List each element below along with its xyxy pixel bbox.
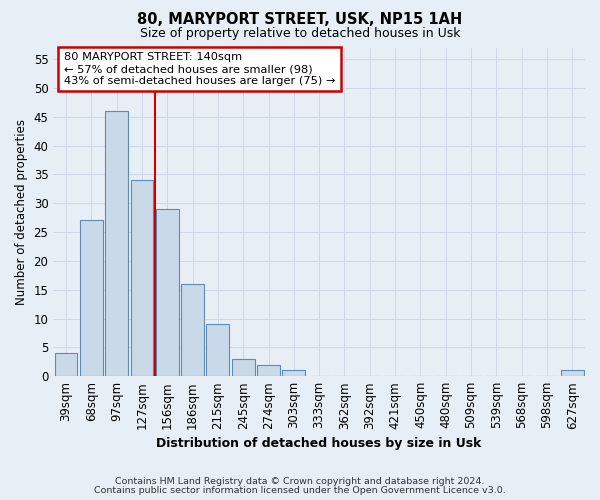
Bar [181, 284, 204, 376]
Bar [131, 180, 154, 376]
Text: Size of property relative to detached houses in Usk: Size of property relative to detached ho… [140, 28, 460, 40]
Bar [156, 209, 179, 376]
Bar [55, 353, 77, 376]
Text: Contains HM Land Registry data © Crown copyright and database right 2024.: Contains HM Land Registry data © Crown c… [115, 477, 485, 486]
Bar [283, 370, 305, 376]
Text: Contains public sector information licensed under the Open Government Licence v3: Contains public sector information licen… [94, 486, 506, 495]
Bar [80, 220, 103, 376]
Bar [232, 359, 254, 376]
Text: 80, MARYPORT STREET, USK, NP15 1AH: 80, MARYPORT STREET, USK, NP15 1AH [137, 12, 463, 28]
X-axis label: Distribution of detached houses by size in Usk: Distribution of detached houses by size … [157, 437, 482, 450]
Text: 80 MARYPORT STREET: 140sqm
← 57% of detached houses are smaller (98)
43% of semi: 80 MARYPORT STREET: 140sqm ← 57% of deta… [64, 52, 335, 86]
Bar [561, 370, 584, 376]
Bar [105, 111, 128, 376]
Y-axis label: Number of detached properties: Number of detached properties [15, 119, 28, 305]
Bar [206, 324, 229, 376]
Bar [257, 364, 280, 376]
